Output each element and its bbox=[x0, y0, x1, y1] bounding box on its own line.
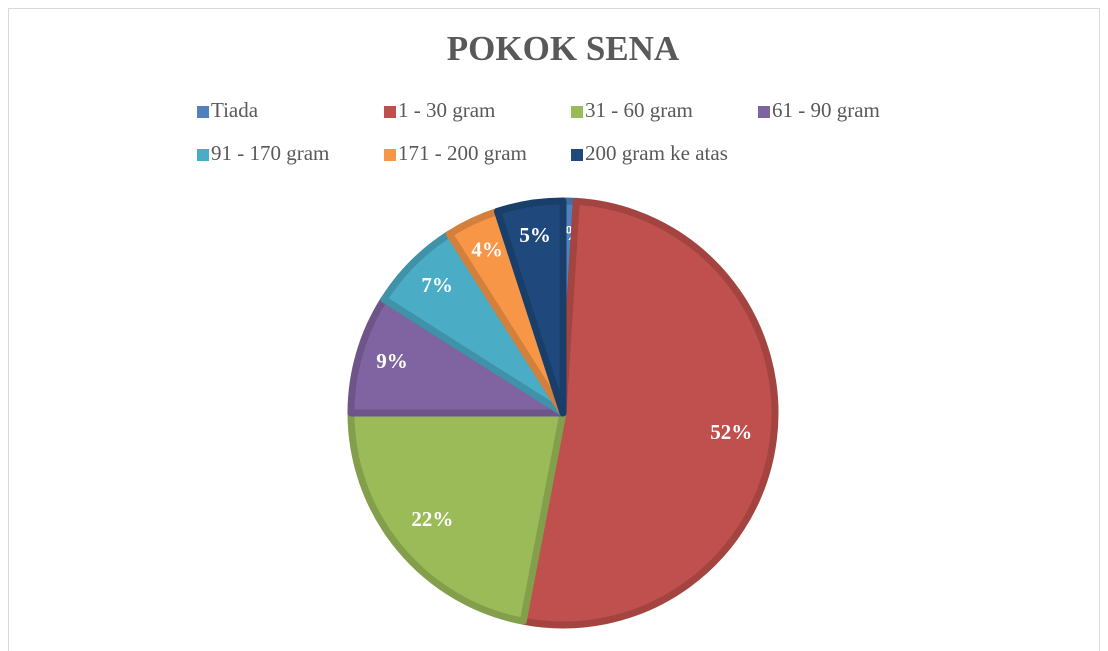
data-label: 9% bbox=[376, 349, 408, 373]
data-label: 52% bbox=[710, 420, 752, 444]
legend-swatch bbox=[758, 106, 770, 118]
chart-title: POKOK SENA bbox=[447, 29, 680, 68]
pie-slice bbox=[347, 409, 567, 625]
legend-swatch bbox=[384, 149, 396, 161]
legend-swatch bbox=[384, 106, 396, 118]
legend-swatch bbox=[571, 106, 583, 118]
data-label: 22% bbox=[411, 507, 453, 531]
legend-label: 91 - 170 gram bbox=[211, 141, 329, 165]
legend-label: Tiada bbox=[211, 98, 259, 122]
pie-slice bbox=[493, 197, 567, 417]
pie-slice bbox=[347, 295, 567, 417]
legend-label: 61 - 90 gram bbox=[772, 98, 880, 122]
legend-label: 200 gram ke atas bbox=[585, 141, 728, 165]
legend-swatch bbox=[197, 106, 209, 118]
data-label: 4% bbox=[471, 238, 503, 262]
pie-slice bbox=[519, 197, 779, 629]
legend-label: 31 - 60 gram bbox=[585, 98, 693, 122]
legend-label: 171 - 200 gram bbox=[398, 141, 527, 165]
data-label: 7% bbox=[421, 273, 453, 297]
legend-label: 1 - 30 gram bbox=[398, 98, 495, 122]
data-label: 5% bbox=[519, 223, 551, 247]
legend-swatch bbox=[571, 149, 583, 161]
legend-swatch bbox=[197, 149, 209, 161]
